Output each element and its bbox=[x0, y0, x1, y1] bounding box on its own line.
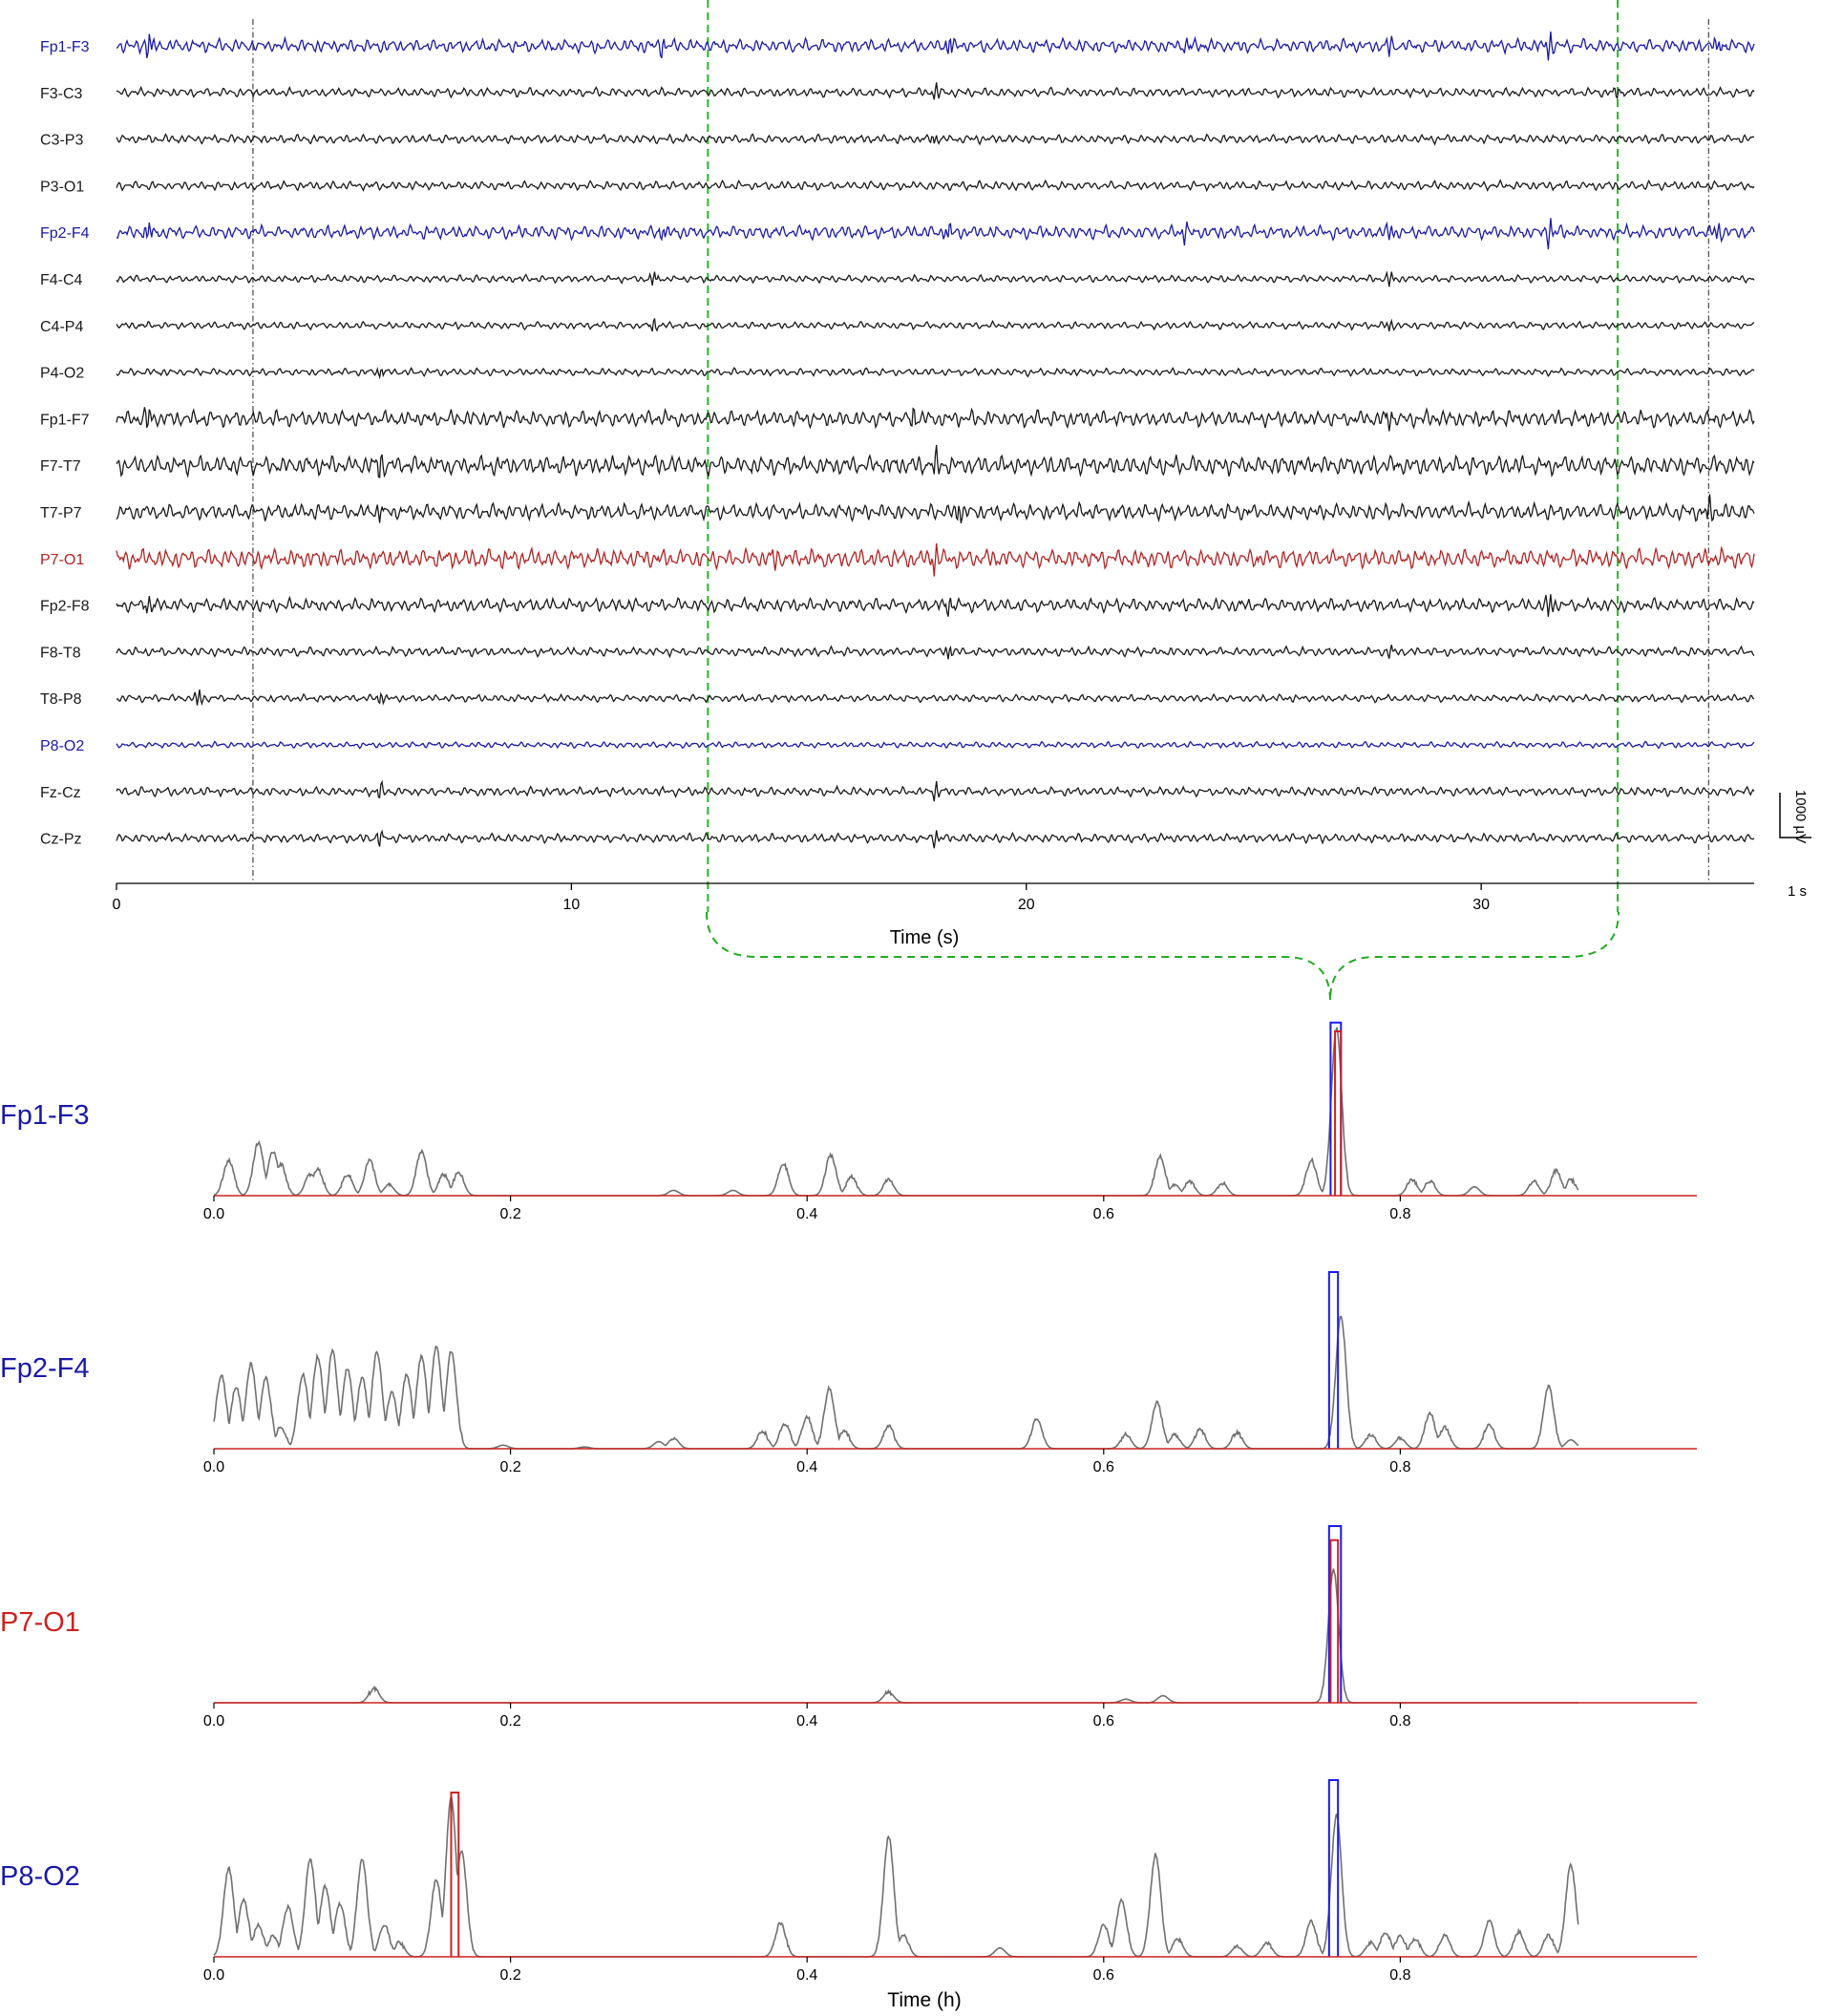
eeg-trace-p7-o1 bbox=[116, 542, 1755, 577]
subplot-x-tick-label: 0.2 bbox=[499, 1713, 520, 1730]
channel-label-f8-t8: F8-T8 bbox=[40, 645, 81, 661]
probability-trace bbox=[213, 1027, 1579, 1197]
eeg-trace-t7-p7 bbox=[116, 494, 1755, 524]
eeg-trace-p3-o1 bbox=[116, 179, 1755, 193]
selection-bracket bbox=[706, 911, 1620, 1002]
subplot-x-tick-label: 0.6 bbox=[1093, 1206, 1114, 1222]
channel-label-f7-t7: F7-T7 bbox=[40, 458, 81, 475]
channel-label-p4-o2: P4-O2 bbox=[40, 366, 84, 382]
detection-box bbox=[450, 1791, 460, 1957]
detection-box bbox=[1329, 1539, 1340, 1703]
ground-truth-box bbox=[1327, 1779, 1340, 1957]
eeg-montage-panel: Fp1-F3 F3-C3 C3-P3 P3-O1 Fp2-F4 F4-C4 C4-P4 P4-… bbox=[40, 0, 1811, 1002]
subplot-x-tick-label: 0.8 bbox=[1389, 1206, 1410, 1222]
prob-x-axis-label: Time (h) bbox=[887, 1989, 961, 2011]
subplot-x-tick-label: 0.6 bbox=[1093, 1459, 1114, 1475]
eeg-x-tick-label: 20 bbox=[1018, 897, 1035, 913]
channel-label-fz-cz: Fz-Cz bbox=[40, 785, 81, 801]
eeg-trace-fp2-f4 bbox=[116, 218, 1755, 250]
scale-bar-lines bbox=[1779, 793, 1811, 838]
subplot-title: Fp2-F4 bbox=[0, 1353, 89, 1384]
eeg-trace-t8-p8 bbox=[116, 689, 1755, 707]
scale-bar-vertical-label: 1000 µV bbox=[1792, 790, 1809, 843]
channel-label-c3-p3: C3-P3 bbox=[40, 133, 83, 149]
eeg-x-tick-label: 0 bbox=[113, 897, 121, 913]
subplot-p8-o2: P8-O2 0.0 0.2 0.4 0.6 0.8 bbox=[0, 1779, 1697, 1984]
scale-bar: 1000 µV 1 s bbox=[1779, 790, 1811, 900]
eeg-trace-fp2-f8 bbox=[116, 594, 1755, 617]
subplot-x-tick-label: 0.2 bbox=[499, 1967, 520, 1984]
channel-label-p3-o1: P3-O1 bbox=[40, 179, 84, 195]
eeg-trace-f4-c4 bbox=[116, 270, 1755, 287]
eeg-x-axis: 0 10 20 30 Time (s) bbox=[113, 882, 1754, 948]
channel-label-cz-pz: Cz-Pz bbox=[40, 832, 82, 848]
channel-label-fp2-f4: Fp2-F4 bbox=[40, 225, 90, 242]
channel-label-p7-o1: P7-O1 bbox=[40, 552, 84, 568]
subplot-p7-o1: P7-O1 0.0 0.2 0.4 0.6 0.8 bbox=[0, 1525, 1697, 1730]
channel-label-f3-c3: F3-C3 bbox=[40, 86, 83, 102]
ground-truth-box bbox=[1327, 1525, 1343, 1703]
probability-trace bbox=[214, 1568, 1578, 1704]
detection-box bbox=[1334, 1029, 1343, 1196]
eeg-trace-fp1-f7 bbox=[116, 407, 1755, 432]
eeg-trace-f3-c3 bbox=[116, 82, 1755, 100]
channel-labels: Fp1-F3 F3-C3 C3-P3 P3-O1 Fp2-F4 F4-C4 C4-P4 P4-… bbox=[40, 39, 90, 848]
subplot-x-tick-label: 0.2 bbox=[499, 1459, 520, 1475]
subplot-x-tick-label: 0.4 bbox=[796, 1459, 817, 1475]
channel-label-p8-o2: P8-O2 bbox=[40, 738, 84, 754]
eeg-trace-fp1-f3 bbox=[116, 32, 1755, 61]
subplot-x-tick-label: 0.0 bbox=[203, 1206, 224, 1222]
subplot-fp1-f3: Fp1-F3 0.0 0.2 0.4 0.6 0.8 bbox=[0, 1021, 1697, 1222]
eeg-x-axis-label: Time (s) bbox=[890, 927, 960, 948]
channel-label-t7-p7: T7-P7 bbox=[40, 505, 82, 521]
eeg-trace-c3-p3 bbox=[116, 133, 1755, 146]
probability-panel: Fp1-F3 0.0 0.2 0.4 0.6 0.8 Fp2-F4 0.0 0.2 0.4 0.6 0… bbox=[0, 1021, 1697, 1984]
channel-label-fp1-f3: Fp1-F3 bbox=[40, 39, 90, 55]
subplot-title: P8-O2 bbox=[0, 1861, 80, 1892]
channel-label-fp1-f7: Fp1-F7 bbox=[40, 412, 90, 428]
eeg-traces bbox=[116, 32, 1755, 849]
channel-label-t8-p8: T8-P8 bbox=[40, 691, 82, 708]
probability-trace bbox=[213, 1794, 1579, 1958]
subplot-title: Fp1-F3 bbox=[0, 1100, 89, 1131]
subplot-x-tick-label: 0.8 bbox=[1389, 1713, 1410, 1730]
event-markers bbox=[252, 0, 1710, 912]
subplot-title: P7-O1 bbox=[0, 1607, 80, 1638]
subplot-x-tick-label: 0.0 bbox=[203, 1459, 224, 1475]
subplot-x-tick-label: 0.4 bbox=[796, 1713, 817, 1730]
eeg-x-tick-label: 30 bbox=[1472, 897, 1490, 913]
channel-label-c4-p4: C4-P4 bbox=[40, 319, 83, 335]
scale-bar-horizontal-label: 1 s bbox=[1788, 883, 1807, 900]
subplot-x-tick-label: 0.8 bbox=[1389, 1967, 1410, 1984]
channel-label-fp2-f8: Fp2-F8 bbox=[40, 599, 90, 615]
subplot-x-tick-label: 0.6 bbox=[1093, 1967, 1114, 1984]
eeg-x-tick-label: 10 bbox=[562, 897, 580, 913]
eeg-trace-fz-cz bbox=[116, 779, 1755, 802]
eeg-trace-p4-o2 bbox=[116, 366, 1755, 380]
subplot-x-tick-label: 0.8 bbox=[1389, 1459, 1410, 1475]
probability-trace bbox=[213, 1315, 1579, 1450]
eeg-trace-p8-o2 bbox=[116, 740, 1755, 750]
subplot-x-tick-label: 0.4 bbox=[796, 1967, 817, 1984]
subplot-x-tick-label: 0.0 bbox=[203, 1713, 224, 1730]
subplot-fp2-f4: Fp2-F4 0.0 0.2 0.4 0.6 0.8 bbox=[0, 1271, 1697, 1475]
subplot-x-tick-label: 0.4 bbox=[796, 1206, 817, 1222]
eeg-trace-f7-t7 bbox=[116, 444, 1755, 478]
subplot-x-tick-label: 0.2 bbox=[499, 1206, 520, 1222]
eeg-trace-c4-p4 bbox=[116, 318, 1755, 332]
channel-label-f4-c4: F4-C4 bbox=[40, 272, 83, 288]
subplot-x-tick-label: 0.6 bbox=[1093, 1713, 1114, 1730]
eeg-trace-cz-pz bbox=[116, 829, 1755, 849]
eeg-trace-f8-t8 bbox=[116, 645, 1755, 660]
ground-truth-box bbox=[1327, 1271, 1340, 1449]
subplot-x-tick-label: 0.0 bbox=[203, 1967, 224, 1984]
eeg-x-ticks: 0 10 20 30 bbox=[113, 883, 1490, 913]
